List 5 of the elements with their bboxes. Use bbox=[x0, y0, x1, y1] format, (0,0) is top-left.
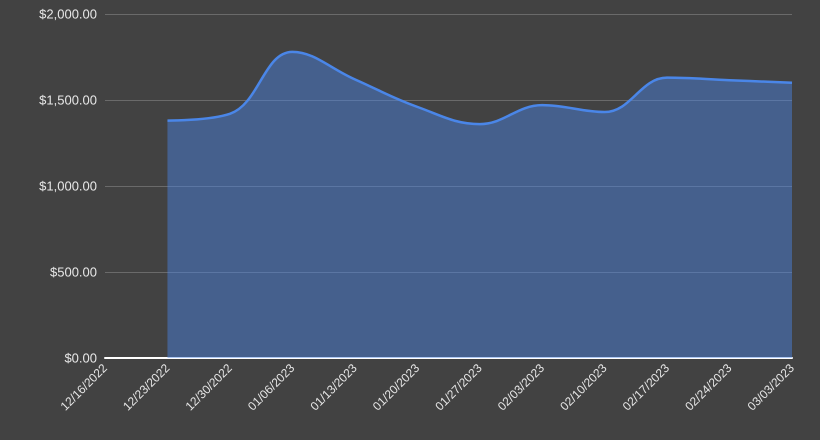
y-tick-label: $1,000.00 bbox=[39, 178, 97, 194]
y-tick-label: $0.00 bbox=[64, 350, 97, 366]
y-tick-label: $1,500.00 bbox=[39, 92, 97, 108]
y-tick-label: $500.00 bbox=[50, 264, 97, 280]
y-tick-label: $2,000.00 bbox=[39, 6, 97, 22]
